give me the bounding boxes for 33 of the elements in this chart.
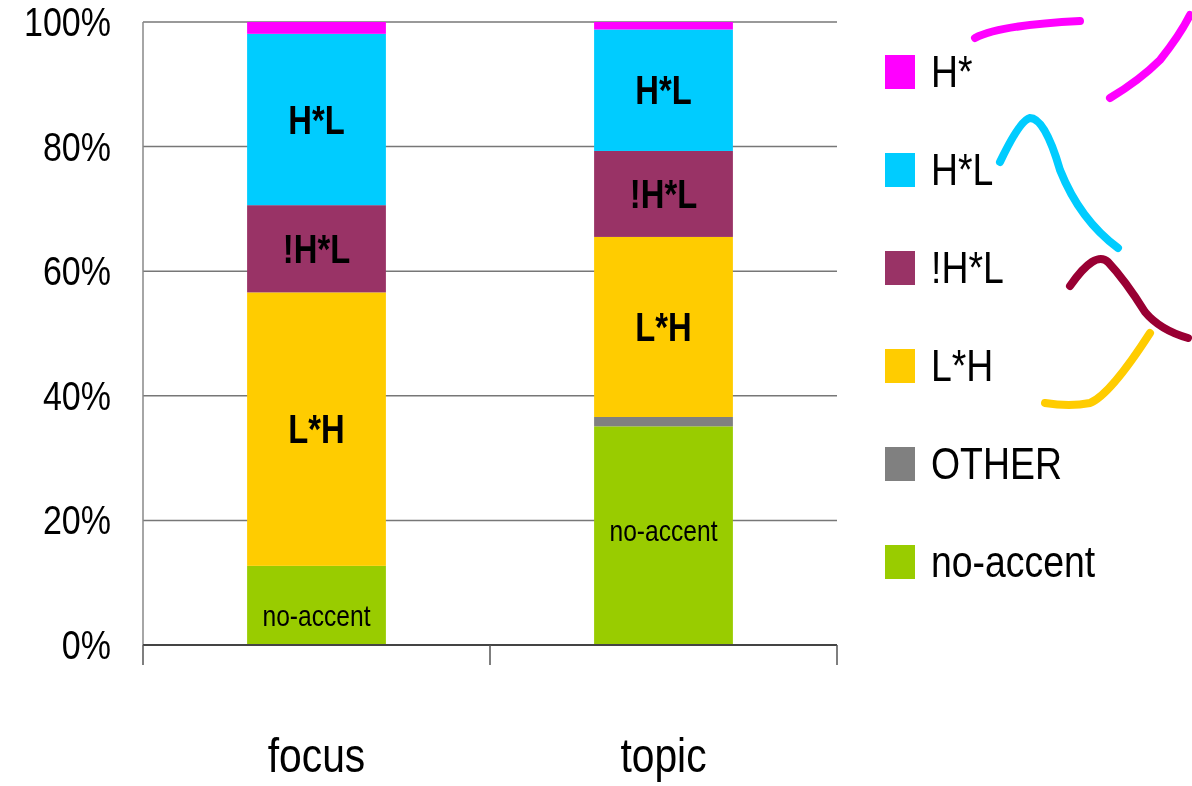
x-tick-label: topic <box>620 728 707 782</box>
annotation: H*L <box>288 97 345 143</box>
x-tick-label: focus <box>267 728 366 782</box>
bar <box>247 22 386 34</box>
y-tick-label: 100% <box>24 0 111 45</box>
annotation: no-accent <box>262 598 371 633</box>
annotation: H*L <box>635 68 692 113</box>
bar <box>594 416 733 427</box>
y-tick-label: 40% <box>42 373 111 419</box>
bar <box>594 150 733 237</box>
bar <box>247 33 386 206</box>
bar <box>594 426 733 645</box>
annotation: !H*L <box>282 226 351 272</box>
annotation: L*H <box>288 407 345 452</box>
legend-label: H* <box>931 47 973 98</box>
y-tick-label: 80% <box>42 123 111 170</box>
y-tick-label: 20% <box>42 497 111 544</box>
annotation: L*H <box>635 304 692 350</box>
legend-label: OTHER <box>931 439 1062 490</box>
legend-label: !H*L <box>931 243 1004 294</box>
y-tick-label: 60% <box>42 248 111 294</box>
bar <box>594 22 733 30</box>
legend-label: H*L <box>931 145 994 196</box>
y-tick-label: 0% <box>61 622 111 668</box>
annotation: !H*L <box>629 171 698 217</box>
bar <box>247 292 386 566</box>
legend-label: L*H <box>931 341 994 392</box>
annotation: no-accent <box>609 513 718 548</box>
bar <box>594 29 733 151</box>
legend-label: no-accent <box>931 537 1096 588</box>
bar <box>247 205 386 293</box>
bar <box>594 236 733 417</box>
bar <box>247 565 386 645</box>
